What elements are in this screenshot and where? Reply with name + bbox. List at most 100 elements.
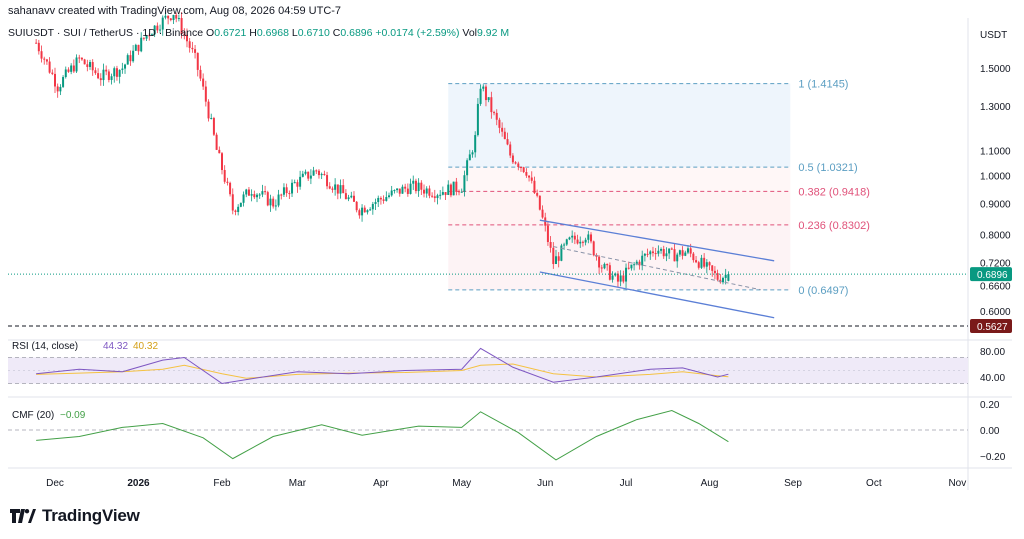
candle-body (695, 260, 698, 263)
candle-body (231, 194, 234, 211)
candle-body (433, 196, 436, 199)
candle-body (668, 248, 671, 254)
cmf-tick-label: 0.00 (980, 426, 1000, 437)
candle-body (118, 69, 121, 77)
tradingview-logo[interactable]: TradingView (10, 506, 140, 526)
candle-body (722, 277, 724, 283)
candle-body (175, 14, 178, 19)
candle-body (379, 197, 382, 200)
fib-level-label: 1 (1.4145) (798, 79, 848, 91)
candle-body (350, 195, 353, 198)
candle-body (266, 192, 269, 206)
time-tick-label: Dec (46, 478, 64, 489)
candle-body (417, 182, 420, 192)
candle-body (223, 170, 226, 182)
candle-body (299, 176, 302, 187)
candle-body (80, 57, 83, 60)
candle-body (137, 44, 140, 52)
candle-body (237, 206, 240, 212)
candle-body (692, 253, 695, 261)
candle-body (239, 202, 242, 207)
candle-body (519, 167, 522, 169)
candle-body (622, 275, 625, 282)
rsi-tick-label: 80.00 (980, 347, 1005, 358)
candle-body (708, 262, 711, 266)
candle-body (390, 190, 393, 196)
candle-body (549, 241, 552, 248)
candle-body (97, 73, 100, 79)
candle-body (43, 58, 46, 60)
candle-body (124, 64, 127, 69)
candle-body (662, 249, 665, 257)
candle-body (45, 59, 48, 62)
candle-body (466, 160, 469, 176)
candle-body (503, 131, 506, 140)
candle-body (196, 52, 199, 70)
candle-body (468, 154, 471, 161)
candle-body (320, 173, 323, 176)
fib-zone (448, 224, 791, 290)
candle-body (681, 250, 684, 256)
candle-body (388, 195, 390, 198)
candle-body (552, 247, 555, 265)
symbol-label[interactable]: SUIUSDT · SUI / TetherUS · 1D · Binance (8, 27, 204, 39)
candle-body (506, 139, 509, 145)
candle-body (501, 127, 504, 132)
candle-body (51, 72, 54, 74)
fib-level-label: 0 (0.6497) (798, 285, 848, 297)
candle-body (250, 194, 253, 196)
candle-body (557, 256, 560, 261)
candle-body (164, 15, 167, 18)
candle-body (371, 203, 374, 210)
candle-body (638, 261, 641, 266)
candle-body (229, 182, 232, 195)
candle-body (684, 252, 687, 256)
horizontal-line-label: 0.5627 (977, 322, 1008, 333)
candle-body (541, 209, 544, 218)
candle-body (277, 194, 280, 206)
candle-body (377, 197, 380, 203)
volume-value: 9.92 M (477, 27, 510, 39)
candle-body (207, 101, 210, 119)
candle-body (145, 35, 148, 39)
candle-body (140, 37, 143, 52)
candle-body (414, 180, 417, 192)
candle-body (374, 202, 377, 204)
candle-body (646, 253, 649, 255)
candle-body (571, 235, 574, 238)
candle-body (509, 144, 512, 156)
candle-body (312, 170, 315, 176)
candle-body (167, 15, 170, 19)
candle-body (581, 241, 584, 243)
candle-body (439, 194, 442, 196)
candle-body (344, 193, 347, 200)
candle-body (37, 42, 40, 52)
candle-body (317, 170, 320, 176)
fib-level-label: 0.236 (0.8302) (798, 220, 870, 232)
candle-body (56, 86, 59, 92)
time-tick-label: Mar (289, 478, 307, 489)
candle-body (323, 173, 326, 176)
candle-body (673, 249, 676, 262)
rsi-value: 44.32 (103, 341, 128, 352)
high-value: 0.6968 (256, 27, 289, 39)
candle-body (35, 42, 38, 44)
candle-body (396, 188, 399, 191)
price-tick-label: 1.5000 (980, 64, 1011, 75)
candle-body (490, 97, 493, 113)
candle-body (716, 273, 719, 280)
fib-zone (448, 83, 791, 168)
candle-body (627, 267, 630, 269)
candle-body (590, 234, 593, 242)
candle-body (226, 181, 229, 183)
candle-body (460, 191, 463, 193)
candle-body (382, 199, 385, 201)
rsi-line (36, 347, 729, 385)
close-value: 0.6896 (340, 27, 373, 39)
candle-body (132, 50, 135, 62)
candle-body (412, 180, 415, 184)
price-tick-label: 0.9000 (980, 199, 1011, 210)
candle-body (315, 170, 318, 172)
candle-body (528, 175, 531, 178)
candle-body (334, 184, 337, 190)
